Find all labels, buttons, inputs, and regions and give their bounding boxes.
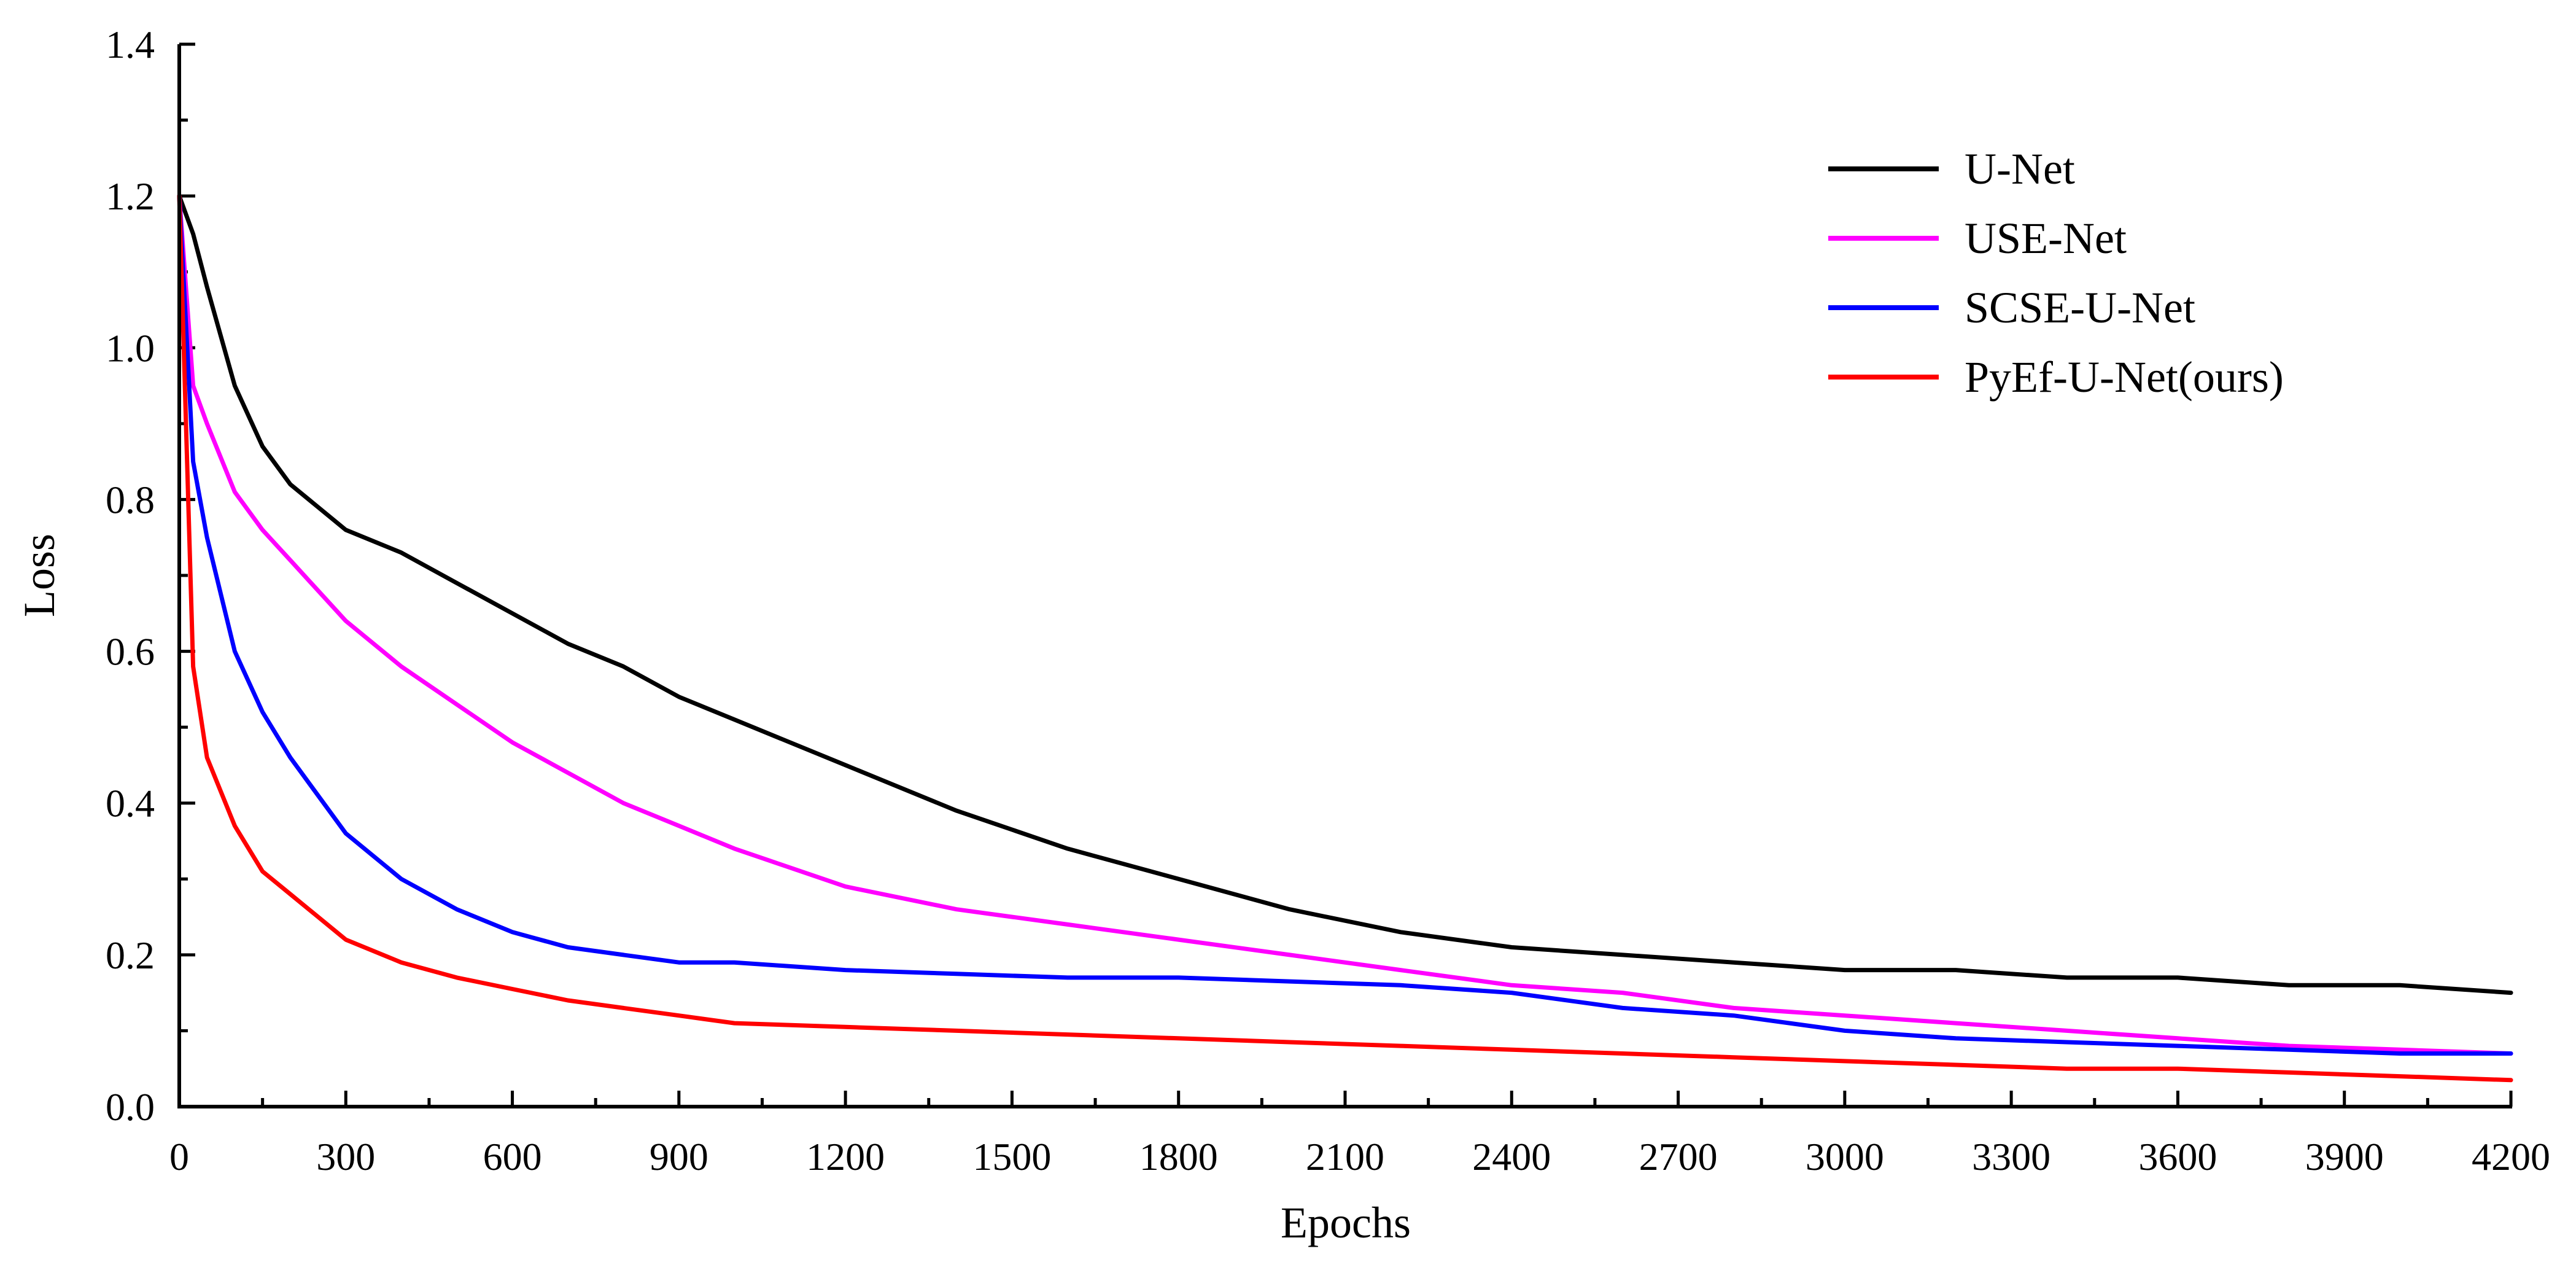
y-tick-label: 0.2 — [106, 933, 155, 977]
x-tick-label: 600 — [483, 1135, 542, 1178]
x-tick-label: 3900 — [2305, 1135, 2384, 1178]
y-axis-title: Loss — [15, 534, 64, 617]
series-line-pyef-u-net-ours — [177, 193, 2513, 1083]
y-axis-ticks: 0.0 0.2 0.4 0.6 0.8 1.0 1.2 1.4 — [106, 23, 195, 1129]
x-tick-label: 3000 — [1806, 1135, 1884, 1178]
y-tick-label: 0.0 — [106, 1085, 155, 1129]
x-tick-label: 1500 — [972, 1135, 1051, 1178]
x-tick-label: 3300 — [1972, 1135, 2050, 1178]
x-tick-label: 3600 — [2138, 1135, 2217, 1178]
legend-label: PyEf-U-Net(ours) — [1965, 353, 2284, 402]
x-tick-label: 900 — [650, 1135, 708, 1178]
x-tick-label: 2100 — [1306, 1135, 1384, 1178]
y-tick-label: 0.4 — [106, 782, 155, 825]
x-tick-label: 2700 — [1639, 1135, 1718, 1178]
series-line-use-net — [177, 193, 2513, 1056]
y-tick-label: 1.0 — [106, 326, 155, 370]
y-tick-label: 1.2 — [106, 174, 155, 218]
x-tick-label: 0 — [169, 1135, 189, 1178]
legend: U-Net USE-Net SCSE-U-Net PyEf-U-Net(ours) — [1828, 144, 2284, 402]
x-tick-label: 300 — [316, 1135, 375, 1178]
x-tick-label: 1200 — [806, 1135, 885, 1178]
legend-label: U-Net — [1965, 144, 2075, 193]
x-tick-label: 2400 — [1472, 1135, 1551, 1178]
y-tick-label: 0.8 — [106, 478, 155, 521]
legend-label: SCSE-U-Net — [1965, 283, 2195, 332]
x-axis-ticks: 0 300 600 900 1200 1500 1800 2100 2400 2700 3000 33… — [169, 1091, 2550, 1178]
y-tick-label: 0.6 — [106, 630, 155, 674]
series-lines — [177, 193, 2513, 1083]
x-axis-title: Epochs — [1281, 1198, 1411, 1247]
series-line-scse-u-net — [177, 193, 2513, 1056]
series-line-u-net — [177, 193, 2513, 995]
x-tick-label: 1800 — [1139, 1135, 1218, 1178]
y-tick-label: 1.4 — [106, 23, 155, 66]
x-tick-label: 4200 — [2472, 1135, 2550, 1178]
legend-label: USE-Net — [1965, 214, 2127, 263]
